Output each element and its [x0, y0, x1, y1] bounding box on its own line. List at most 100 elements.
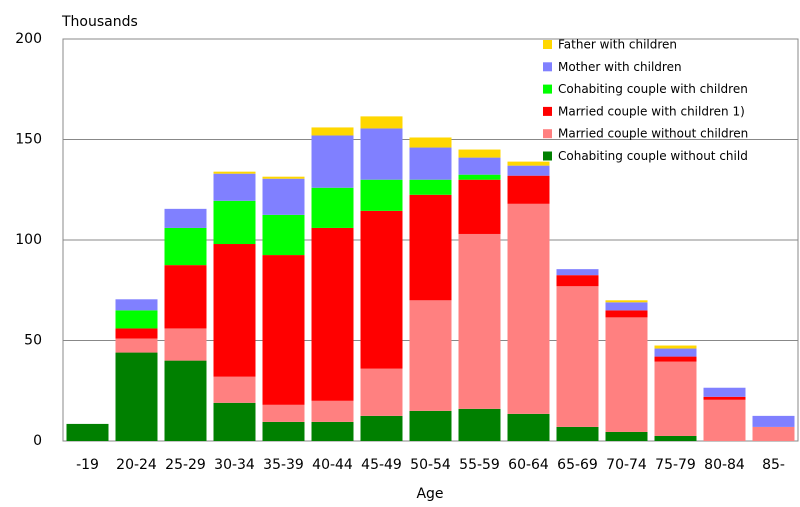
- bar-segment: [556, 269, 599, 276]
- bar-segment: [311, 400, 354, 422]
- x-tick-label: 65-69: [557, 457, 598, 473]
- legend-swatch: [543, 62, 552, 72]
- bar-segment: [164, 208, 207, 228]
- bar-segment: [458, 233, 501, 409]
- bar-segment: [115, 310, 158, 329]
- bar-segment: [262, 255, 305, 405]
- bar-segment: [458, 174, 501, 180]
- x-tick-label: 20-24: [116, 457, 157, 473]
- bar-segment: [311, 227, 354, 401]
- x-tick-label: 85-: [762, 457, 785, 473]
- bar-segment: [654, 361, 697, 436]
- bar-segment: [409, 300, 452, 411]
- bar-segment: [213, 402, 256, 441]
- bar-segment: [262, 421, 305, 441]
- y-tick-label: 200: [15, 31, 42, 47]
- legend-label: Mother with children: [558, 60, 682, 74]
- bar-segment: [262, 404, 305, 422]
- bar-segment: [507, 175, 550, 204]
- bar-segment: [213, 200, 256, 245]
- bar-segment: [605, 310, 648, 318]
- bar-segment: [213, 244, 256, 377]
- bar-segment: [409, 179, 452, 195]
- bar-segment: [605, 302, 648, 311]
- x-tick-label: 55-59: [459, 457, 500, 473]
- bar-segment: [654, 356, 697, 362]
- bar-segment: [703, 387, 746, 397]
- bar-segment: [605, 317, 648, 432]
- bar-segment: [213, 171, 256, 174]
- bar-segment: [752, 426, 795, 441]
- bar-segment: [556, 286, 599, 427]
- bar-segment: [507, 413, 550, 441]
- bar-segment: [311, 127, 354, 136]
- bar-segment: [556, 426, 599, 441]
- y-tick-label: 150: [15, 132, 42, 148]
- legend-label: Father with children: [558, 38, 677, 52]
- x-tick-label: 60-64: [508, 457, 549, 473]
- bar-segment: [164, 328, 207, 361]
- x-tick-label: -19: [76, 457, 99, 473]
- bar-segment: [409, 137, 452, 148]
- x-axis-label: Age: [416, 486, 443, 502]
- bar-segment: [66, 423, 109, 441]
- x-tick-label: 25-29: [165, 457, 206, 473]
- x-tick-label: 30-34: [214, 457, 255, 473]
- legend-swatch: [543, 84, 552, 94]
- x-tick-label: 35-39: [263, 457, 304, 473]
- bar-segment: [507, 203, 550, 414]
- bar-segment: [458, 408, 501, 441]
- y-unit-label: Thousands: [61, 14, 138, 30]
- bar-segment: [311, 135, 354, 188]
- y-tick-label: 100: [15, 232, 42, 248]
- x-tick-label: 40-44: [312, 457, 353, 473]
- bar-segment: [409, 194, 452, 301]
- legend-swatch: [543, 129, 552, 139]
- bar-segment: [360, 415, 403, 441]
- bar-segment: [360, 116, 403, 129]
- bar-segment: [703, 396, 746, 400]
- y-tick-label: 50: [24, 333, 42, 349]
- bar-segment: [605, 431, 648, 441]
- bar-segment: [262, 176, 305, 179]
- y-tick-label: 0: [33, 433, 42, 449]
- bar-segment: [409, 147, 452, 180]
- bar-segment: [311, 421, 354, 441]
- bar-segment: [752, 415, 795, 427]
- bar-segment: [164, 265, 207, 329]
- legend-label: Married couple with children 1): [558, 104, 745, 118]
- bar-segment: [458, 149, 501, 158]
- bar-segment: [262, 178, 305, 215]
- bar-segment: [360, 368, 403, 416]
- bar-segment: [360, 210, 403, 369]
- bar-segment: [213, 173, 256, 201]
- x-tick-label: 45-49: [361, 457, 402, 473]
- bar-segment: [605, 300, 648, 303]
- legend-label: Cohabiting couple with children: [558, 82, 748, 96]
- bar-segment: [556, 275, 599, 287]
- bar-segment: [115, 299, 158, 311]
- bar-segment: [458, 157, 501, 175]
- legend-swatch: [543, 40, 552, 49]
- x-tick-label: 80-84: [704, 457, 745, 473]
- legend-label: Married couple without children: [558, 127, 748, 141]
- bar-segment: [262, 214, 305, 256]
- x-tick-label: 75-79: [655, 457, 696, 473]
- x-tick-label: 70-74: [606, 457, 647, 473]
- bar-segment: [360, 128, 403, 180]
- bar-segment: [311, 187, 354, 228]
- legend-swatch: [543, 151, 552, 161]
- bar-segment: [115, 352, 158, 441]
- bar-segment: [213, 376, 256, 403]
- bar-segment: [458, 179, 501, 234]
- bar-segment: [115, 338, 158, 353]
- bar-segment: [164, 227, 207, 266]
- bar-segment: [507, 165, 550, 176]
- bar-segment: [654, 435, 697, 441]
- legend-label: Cohabiting couple without child: [558, 149, 748, 163]
- x-tick-label: 50-54: [410, 457, 451, 473]
- bar-segment: [507, 161, 550, 166]
- bar-segment: [654, 348, 697, 357]
- legend-swatch: [543, 106, 552, 116]
